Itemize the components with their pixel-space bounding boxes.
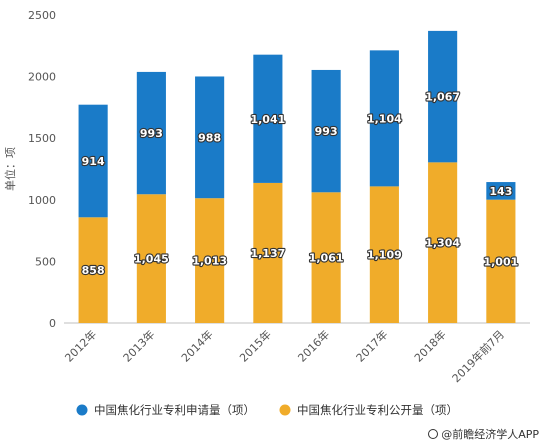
data-label: 1,067: [425, 91, 460, 104]
y-tick-label: 1500: [28, 132, 56, 145]
bar-segment-published: [311, 192, 341, 323]
data-label: 1,001: [483, 255, 518, 268]
y-tick-label: 500: [35, 255, 56, 268]
bar-segment-applications: [136, 71, 166, 195]
legend-marker: [76, 404, 88, 416]
data-label: 1,041: [250, 113, 285, 126]
x-tick-label: 2018年: [411, 327, 448, 364]
data-label: 988: [198, 131, 221, 144]
app-logo-icon: [428, 429, 439, 439]
bar-segment-applications: [311, 69, 341, 193]
data-label: 858: [82, 264, 105, 277]
data-label: 993: [140, 127, 163, 140]
legend-label: 中国焦化行业专利公开量（项）: [297, 403, 458, 417]
y-tick-label: 2000: [28, 71, 56, 84]
data-label: 1,109: [367, 249, 402, 262]
legend-marker: [279, 404, 291, 416]
bar-segment-applications: [253, 54, 283, 183]
data-label: 914: [82, 155, 105, 168]
bar-segment-applications: [369, 50, 399, 187]
data-label: 993: [315, 125, 338, 138]
legend-label: 中国焦化行业专利申请量（项）: [94, 403, 255, 417]
bars: 858 914 1,045 993 1,013 988 1,137 1,041 1,061 993…: [78, 30, 519, 323]
data-label: 143: [489, 185, 512, 198]
bar-segment-applications: [428, 30, 458, 163]
bar-segment-published: [136, 194, 166, 323]
bar-segment-published: [486, 199, 516, 323]
bar-segment-published: [428, 162, 458, 323]
x-tick-label: 2014年: [178, 327, 215, 364]
bar-segment-applications: [195, 76, 225, 199]
x-tick-label: 2019年前7月: [449, 327, 507, 385]
data-label: 1,013: [192, 255, 227, 268]
x-tick-label: 2012年: [62, 327, 99, 364]
x-tick-label: 2016年: [295, 327, 332, 364]
source-credit: @前瞻经济学人APP: [428, 426, 539, 442]
data-label: 1,061: [309, 252, 344, 265]
y-tick-label: 0: [49, 317, 56, 330]
credit-text: @前瞻经济学人APP: [441, 428, 539, 441]
legend: 中国焦化行业专利申请量（项） 中国焦化行业专利公开量（项）: [76, 403, 458, 417]
y-axis-label: 单位：项: [3, 147, 17, 191]
y-tick-label: 1000: [28, 194, 56, 207]
bar-segment-published: [195, 198, 225, 323]
bar-segment-published: [253, 182, 283, 323]
data-label: 1,045: [134, 253, 169, 266]
bar-segment-published: [78, 217, 108, 323]
x-tick-label: 2013年: [120, 327, 157, 364]
bar-segment-applications: [486, 182, 516, 200]
y-tick-label: 2500: [28, 9, 56, 22]
data-label: 1,137: [250, 247, 285, 260]
data-label: 1,104: [367, 112, 402, 125]
bar-segment-published: [369, 186, 399, 323]
x-tick-label: 2017年: [353, 327, 390, 364]
x-tick-label: 2015年: [237, 327, 274, 364]
data-label: 1,304: [425, 237, 460, 250]
bar-segment-applications: [78, 104, 108, 218]
